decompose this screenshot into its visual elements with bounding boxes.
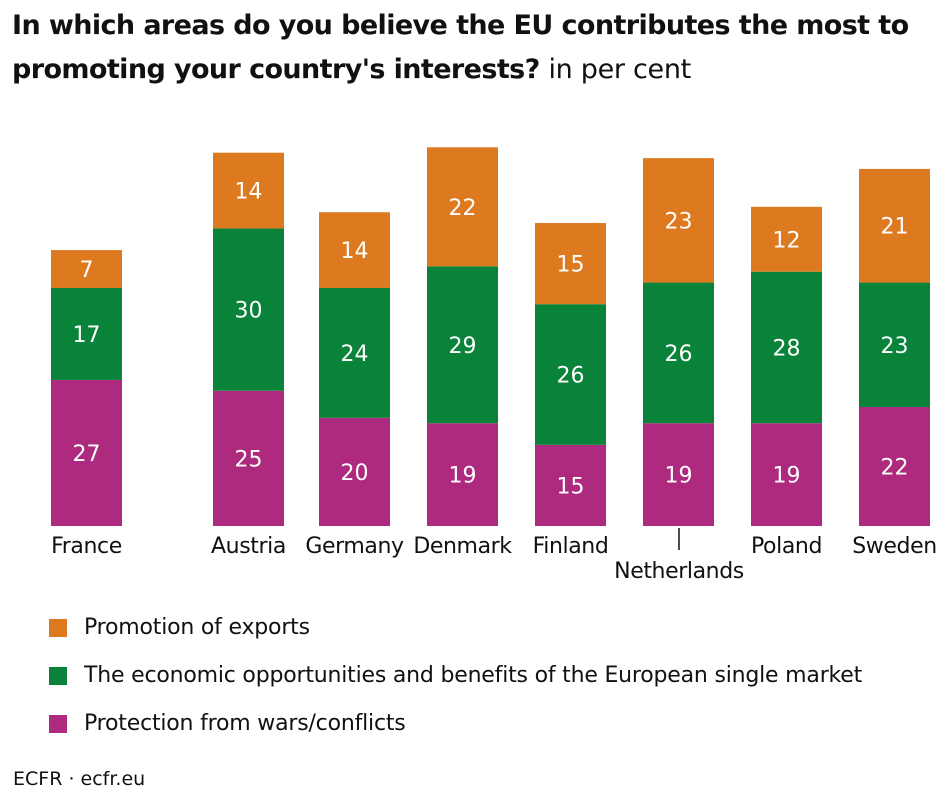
bar-segment-france-wars [51, 379, 122, 526]
bar-group-poland: 19 28 12 Poland [751, 206, 822, 559]
data-label-finland-single-market: 26 [557, 364, 585, 389]
legend-label-exports: Promotion of exports [84, 615, 310, 640]
legend-swatch-wars [49, 715, 67, 733]
bar-segment-austria-single-market [213, 228, 284, 391]
data-label-sweden-exports: 21 [881, 215, 909, 240]
category-label-finland: Finland [533, 534, 609, 559]
bar-segment-poland-wars [751, 423, 822, 526]
bar-group-sweden: 22 23 21 Sweden [852, 168, 937, 559]
category-label-denmark: Denmark [413, 534, 512, 559]
category-label-sweden: Sweden [852, 534, 937, 559]
bar-group-finland: 15 26 15 Finland [533, 223, 609, 559]
data-label-austria-single-market: 30 [235, 299, 263, 324]
title-main: In which areas do you believe the EU con… [12, 10, 909, 85]
bar-segment-sweden-exports [859, 168, 930, 283]
data-label-germany-wars: 20 [341, 461, 369, 486]
bar-segment-germany-exports [319, 212, 390, 288]
source-footer: ECFR · ecfr.eu [13, 768, 146, 790]
bar-segment-sweden-single-market [859, 282, 930, 407]
bar-segment-germany-wars [319, 417, 390, 526]
category-label-poland: Poland [751, 534, 822, 559]
bar-group-germany: 20 24 14 Germany [305, 212, 404, 559]
data-label-poland-single-market: 28 [773, 336, 801, 361]
data-label-finland-exports: 15 [557, 253, 585, 278]
bar-segment-denmark-single-market [427, 266, 498, 424]
legend-swatch-exports [49, 619, 67, 637]
data-label-germany-exports: 14 [341, 239, 369, 264]
data-label-netherlands-wars: 19 [665, 464, 693, 489]
bar-group-netherlands: 19 26 23 Netherlands [614, 158, 744, 584]
bar-segment-austria-wars [213, 390, 284, 526]
bar-segment-sweden-wars [859, 406, 930, 526]
chart-title: In which areas do you believe the EU con… [12, 4, 942, 92]
data-label-sweden-single-market: 23 [881, 334, 909, 359]
bar-segment-netherlands-exports [643, 158, 714, 283]
bar-segment-germany-single-market [319, 287, 390, 418]
data-label-austria-wars: 25 [235, 447, 263, 472]
bar-segment-finland-wars [535, 444, 606, 526]
data-label-denmark-wars: 19 [449, 464, 477, 489]
data-label-france-exports: 7 [80, 258, 94, 283]
bar-segment-poland-single-market [751, 271, 822, 424]
bar-segment-netherlands-wars [643, 423, 714, 526]
bar-segment-denmark-wars [427, 423, 498, 526]
bar-segment-denmark-exports [427, 147, 498, 267]
data-label-netherlands-exports: 23 [665, 209, 693, 234]
bar-group-france: 27 17 7 France [51, 250, 122, 559]
data-label-denmark-exports: 22 [449, 196, 477, 221]
data-label-poland-wars: 19 [773, 464, 801, 489]
data-label-austria-exports: 14 [235, 180, 263, 205]
data-label-finland-wars: 15 [557, 474, 585, 499]
bar-segment-france-single-market [51, 287, 122, 380]
bar-segment-finland-single-market [535, 304, 606, 445]
data-label-germany-single-market: 24 [341, 342, 369, 367]
bar-segment-france-exports [51, 250, 122, 288]
data-label-poland-exports: 12 [773, 228, 801, 253]
bar-group-denmark: 19 29 22 Denmark [413, 147, 513, 559]
legend-label-wars: Protection from wars/conflicts [84, 711, 406, 736]
legend-label-single-market: The economic opportunities and benefits … [84, 663, 863, 688]
bar-segment-austria-exports [213, 152, 284, 229]
legend-swatch-single-market [49, 667, 67, 685]
data-label-denmark-single-market: 29 [449, 334, 477, 359]
title-unit: in per cent [548, 54, 691, 85]
bar-segment-netherlands-single-market [643, 282, 714, 424]
bar-segment-poland-exports [751, 206, 822, 272]
category-label-france: France [51, 534, 122, 559]
category-label-germany: Germany [305, 534, 404, 559]
data-label-france-single-market: 17 [73, 323, 101, 348]
bar-segment-finland-exports [535, 223, 606, 305]
data-label-netherlands-single-market: 26 [665, 342, 693, 367]
data-label-sweden-wars: 22 [881, 455, 909, 480]
stacked-bar-chart: 27 17 7 France 25 30 14 Austria 20 24 14 Germany 19 2… [51, 147, 937, 584]
data-label-france-wars: 27 [73, 442, 101, 467]
bar-group-austria: 25 30 14 Austria [211, 152, 286, 559]
category-label-netherlands: Netherlands [614, 559, 744, 584]
category-label-austria: Austria [211, 534, 286, 559]
